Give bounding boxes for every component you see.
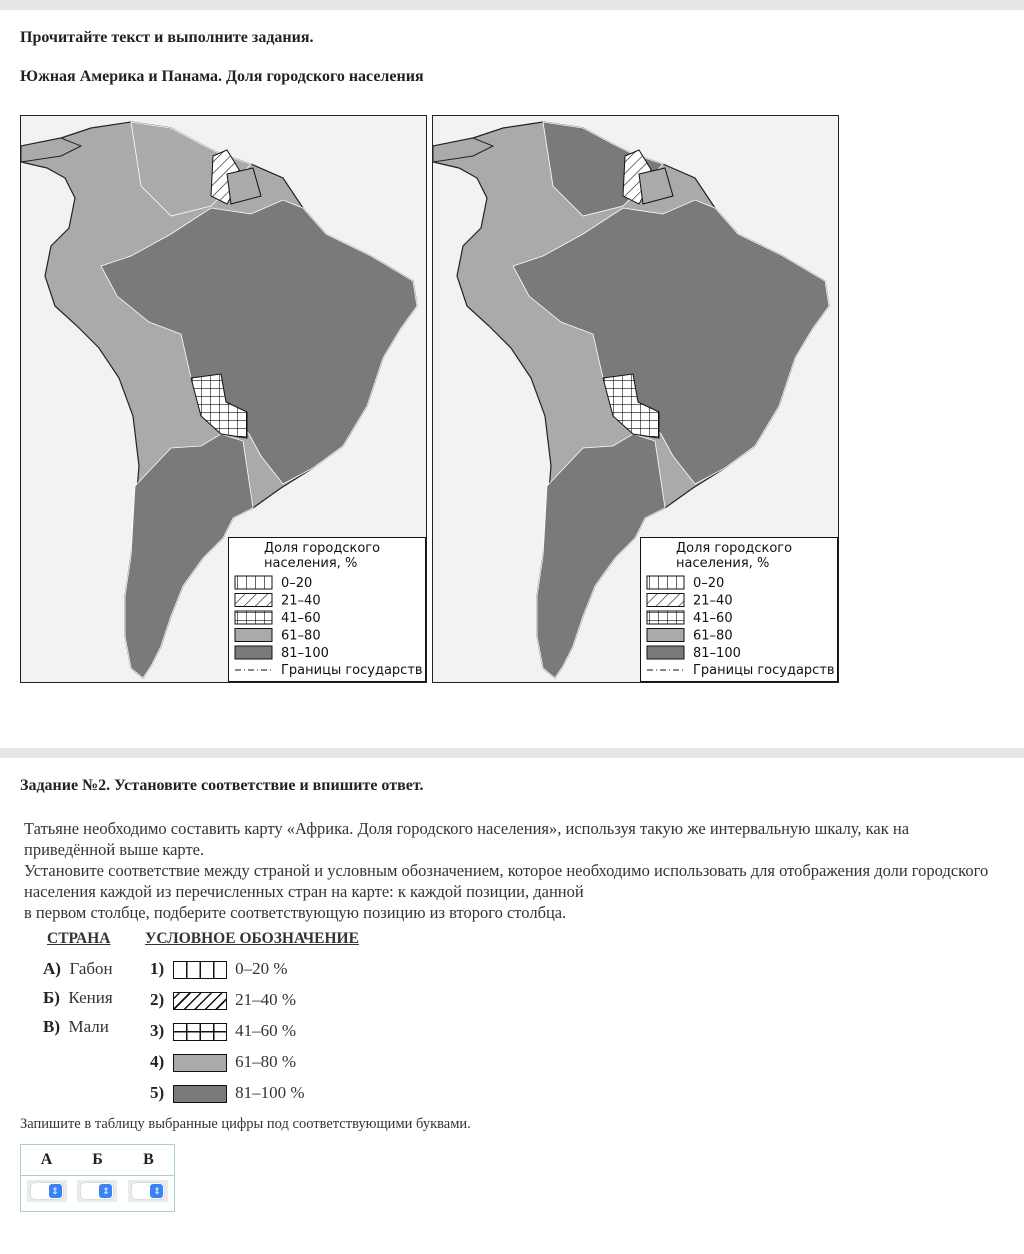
answer-header-a: А: [20, 1144, 73, 1176]
legend-title-1: Доля городского: [676, 541, 792, 556]
legend-title-1: Доля городского: [264, 541, 380, 556]
select-arrows-icon: ⇕: [150, 1184, 164, 1198]
legend-item: 21–40: [693, 594, 733, 609]
task-paragraph-3: в первом столбце, подберите соответствую…: [24, 903, 567, 922]
legend-swatch: [646, 645, 685, 660]
legend-item: 0–20: [281, 576, 312, 591]
legend-item: 81–100: [693, 646, 741, 661]
legend-title-2: населения, %: [264, 556, 357, 571]
map-right: Доля городского населения, % 0–20 21–40 41…: [432, 115, 839, 683]
symbol-item: 1) 0–20 %: [150, 959, 288, 980]
column-header-symbol: УСЛОВНОЕ ОБОЗНАЧЕНИЕ: [145, 930, 359, 947]
task-paragraph-2: Установите соответствие между страной и …: [24, 861, 989, 901]
legend-swatch: [234, 575, 273, 590]
legend-borders: Границы государств: [693, 663, 835, 678]
answer-select-v[interactable]: ⇕: [128, 1180, 169, 1202]
region-suriname: [226, 167, 262, 205]
select-arrows-icon: ⇕: [99, 1184, 113, 1198]
column-header-country: СТРАНА: [47, 930, 111, 947]
symbol-swatch: [172, 1054, 227, 1073]
region-panama: [432, 137, 495, 163]
south-america-map: Доля городского населения, % 0–20 21–40 41…: [20, 121, 426, 682]
legend-item: 41–60: [281, 611, 321, 626]
legend-title-2: населения, %: [676, 556, 769, 571]
region-paraguay-grid: [602, 373, 660, 439]
country-item: Б) Кения: [43, 988, 113, 1007]
instruction: Прочитайте текст и выполните задания.: [20, 29, 314, 46]
map-left: Доля городского населения, % 0–20 21–40 41…: [20, 115, 427, 683]
task-paragraph-1: Татьяне необходимо составить карту «Афри…: [24, 819, 910, 859]
legend-swatch: [646, 593, 685, 607]
symbol-item: 3) 41–60 %: [150, 1021, 297, 1042]
country-item: А) Габон: [43, 959, 113, 978]
legend-swatch: [234, 628, 273, 642]
legend-borders: Границы государств: [281, 663, 423, 678]
symbol-item: 5) 81–100 %: [150, 1083, 305, 1104]
legend-item: 81–100: [281, 646, 329, 661]
select-arrows-icon: ⇕: [48, 1184, 62, 1198]
map-legend: [640, 537, 838, 682]
region-paraguay-grid: [190, 373, 248, 439]
task-title: Задание №2. Установите соответствие и вп…: [20, 777, 424, 794]
legend-swatch: [234, 645, 273, 660]
legend-swatch: [646, 628, 685, 642]
legend-swatch: [234, 610, 273, 625]
answer-select-a[interactable]: ⇕: [26, 1180, 67, 1202]
write-instruction: Запишите в таблицу выбранные цифры под с…: [20, 1116, 471, 1132]
region-panama: [20, 137, 83, 163]
symbol-swatch: [172, 992, 227, 1011]
answer-select-b[interactable]: ⇕: [77, 1180, 118, 1202]
answer-header-b: Б: [72, 1144, 123, 1176]
map-title: Южная Америка и Панама. Доля городского …: [20, 68, 424, 85]
legend-item: 21–40: [281, 594, 321, 609]
section-divider: [0, 748, 1024, 758]
legend-item: 0–20: [693, 576, 724, 591]
legend-swatch: [646, 575, 685, 590]
top-divider: [0, 0, 1024, 10]
symbol-swatch: [172, 961, 227, 980]
symbol-swatch: [172, 1085, 227, 1104]
legend-swatch: [234, 593, 273, 607]
country-item: В) Мали: [43, 1017, 109, 1036]
south-america-map: Доля городского населения, % 0–20 21–40 41…: [432, 121, 838, 682]
legend-item: 61–80: [281, 629, 321, 644]
legend-item: 61–80: [693, 629, 733, 644]
legend-swatch: [646, 610, 685, 625]
answer-header-v: В: [122, 1144, 175, 1176]
symbol-swatch: [172, 1023, 227, 1042]
symbol-item: 4) 61–80 %: [150, 1052, 297, 1073]
symbol-item: 2) 21–40 %: [150, 990, 297, 1011]
region-suriname: [638, 167, 674, 205]
legend-item: 41–60: [693, 611, 733, 626]
